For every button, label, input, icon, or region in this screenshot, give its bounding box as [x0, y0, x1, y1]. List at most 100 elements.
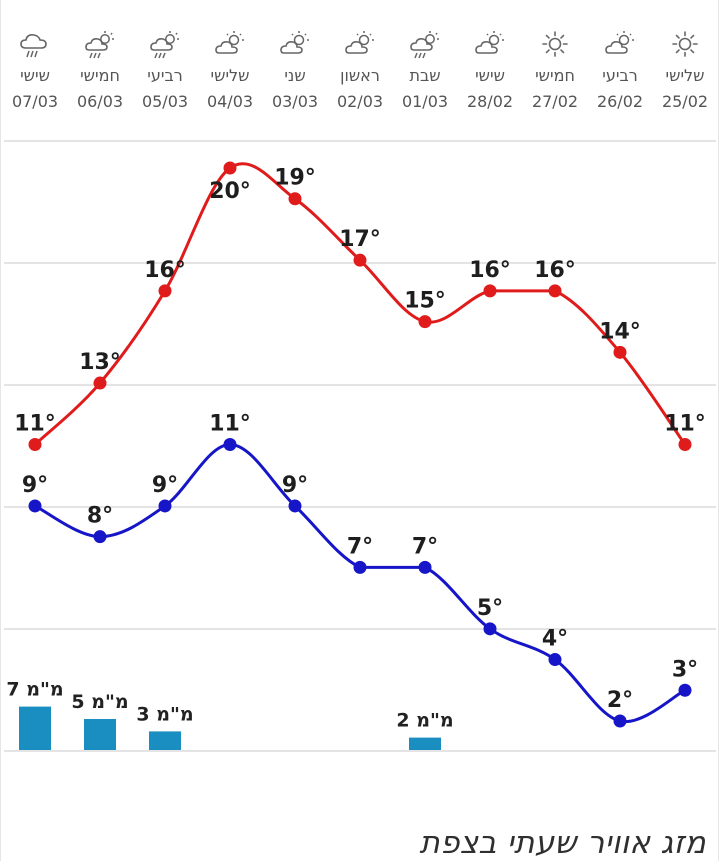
day-name: חמישי: [535, 66, 575, 85]
max-temperature-label: 14°: [599, 319, 641, 344]
sun-icon: [668, 28, 702, 60]
min-temperature-point: [158, 499, 172, 513]
day-name: רביעי: [147, 66, 183, 85]
min-temperature-point: [483, 622, 497, 636]
partly-cloudy-icon: [278, 28, 312, 60]
day-name: שישי: [20, 66, 50, 85]
max-temperature-point: [93, 376, 107, 390]
rain-icon: [18, 28, 52, 60]
max-temperature-label: 17°: [339, 227, 381, 252]
day-date: 27/02: [531, 92, 579, 111]
max-temperature-line: [33, 162, 687, 446]
day-date: 05/03: [141, 92, 189, 111]
max-temperature-label: 20°: [209, 179, 251, 204]
day-name: שני: [284, 66, 306, 85]
max-temperature-label: 11°: [664, 412, 706, 437]
precipitation-label: 7 מ"מ: [6, 679, 63, 701]
page-title: מזג אוויר שעתי בצפת: [419, 825, 706, 861]
precipitation-bar: [19, 706, 51, 750]
max-temperature-point: [353, 253, 367, 267]
day-date: 25/02: [661, 92, 709, 111]
max-temperature-label: 16°: [534, 258, 576, 283]
precipitation-bar: [84, 719, 116, 750]
min-temperature-label: 2°: [607, 688, 633, 713]
precipitation-label: 5 מ"מ: [71, 691, 128, 713]
max-temperature-point: [158, 284, 172, 298]
min-temperature-label: 4°: [542, 627, 568, 652]
max-temperature-point: [418, 315, 432, 329]
day-column: שני 03/03: [263, 28, 328, 112]
min-temperature-label: 5°: [477, 596, 503, 621]
precipitation-label: 2 מ"מ: [396, 710, 453, 732]
precipitation-label: 3 מ"מ: [136, 703, 193, 725]
rain-sun-icon: [408, 28, 442, 60]
min-temperature-label: 9°: [282, 473, 308, 498]
min-temperature-point: [678, 683, 692, 697]
min-temperature-point: [93, 530, 107, 544]
day-name: רביעי: [602, 66, 638, 85]
day-column: רביעי 26/02: [588, 28, 653, 112]
day-column: ראשון 02/03: [328, 28, 393, 112]
max-temperature-label: 11°: [14, 412, 56, 437]
min-temperature-line: [34, 442, 686, 723]
day-date: 02/03: [336, 92, 384, 111]
day-name: ראשון: [340, 66, 380, 85]
rain-sun-icon: [83, 28, 117, 60]
day-name: שלישי: [210, 66, 250, 85]
min-temperature-point: [28, 499, 42, 513]
sun-icon: [538, 28, 572, 60]
day-name: שישי: [475, 66, 505, 85]
rain-sun-icon: [148, 28, 182, 60]
day-date: 03/03: [271, 92, 319, 111]
max-temperature-point: [288, 192, 302, 206]
day-column: חמישי 06/03: [68, 28, 133, 112]
min-temperature-label: 8°: [87, 504, 113, 529]
max-temperature-label: 19°: [274, 166, 316, 191]
day-date: 04/03: [206, 92, 254, 111]
partly-cloudy-icon: [343, 28, 377, 60]
day-column: שלישי 04/03: [198, 28, 263, 112]
min-temperature-label: 7°: [412, 534, 438, 559]
day-column: שישי 28/02: [458, 28, 523, 112]
max-temperature-point: [28, 438, 42, 451]
max-temperature-point: [548, 284, 562, 298]
day-name: שבת: [409, 66, 441, 85]
precipitation-bar: [409, 737, 441, 750]
day-column: שבת 01/03: [393, 28, 458, 112]
min-temperature-label: 9°: [22, 473, 48, 498]
max-temperature-point: [613, 345, 627, 359]
day-column: רביעי 05/03: [133, 28, 198, 112]
day-column: שישי 07/03: [3, 28, 68, 112]
day-column: חמישי 27/02: [523, 28, 588, 112]
max-temperature-label: 16°: [469, 258, 511, 283]
min-temperature-point: [288, 499, 302, 513]
min-temperature-point: [418, 560, 432, 574]
min-temperature-point: [223, 438, 237, 451]
max-temperature-point: [678, 438, 692, 451]
min-temperature-point: [548, 653, 562, 667]
partly-cloudy-icon: [473, 28, 507, 60]
max-temperature-label: 13°: [79, 350, 121, 375]
max-temperature-point: [483, 284, 497, 298]
day-column: שלישי 25/02: [653, 28, 718, 112]
day-name: שלישי: [665, 66, 705, 85]
min-temperature-label: 9°: [152, 473, 178, 498]
day-name: חמישי: [80, 66, 120, 85]
min-temperature-label: 11°: [209, 412, 251, 437]
day-date: 06/03: [76, 92, 124, 111]
max-temperature-label: 16°: [144, 258, 186, 283]
partly-cloudy-icon: [603, 28, 637, 60]
precipitation-bar: [149, 731, 181, 750]
day-date: 07/03: [11, 92, 59, 111]
max-temperature-label: 15°: [404, 289, 446, 314]
partly-cloudy-icon: [213, 28, 247, 60]
min-temperature-point: [613, 714, 627, 728]
min-temperature-label: 7°: [347, 534, 373, 559]
min-temperature-point: [353, 560, 367, 574]
min-temperature-label: 3°: [672, 657, 698, 682]
max-temperature-point: [223, 161, 237, 175]
day-date: 01/03: [401, 92, 449, 111]
day-date: 26/02: [596, 92, 644, 111]
